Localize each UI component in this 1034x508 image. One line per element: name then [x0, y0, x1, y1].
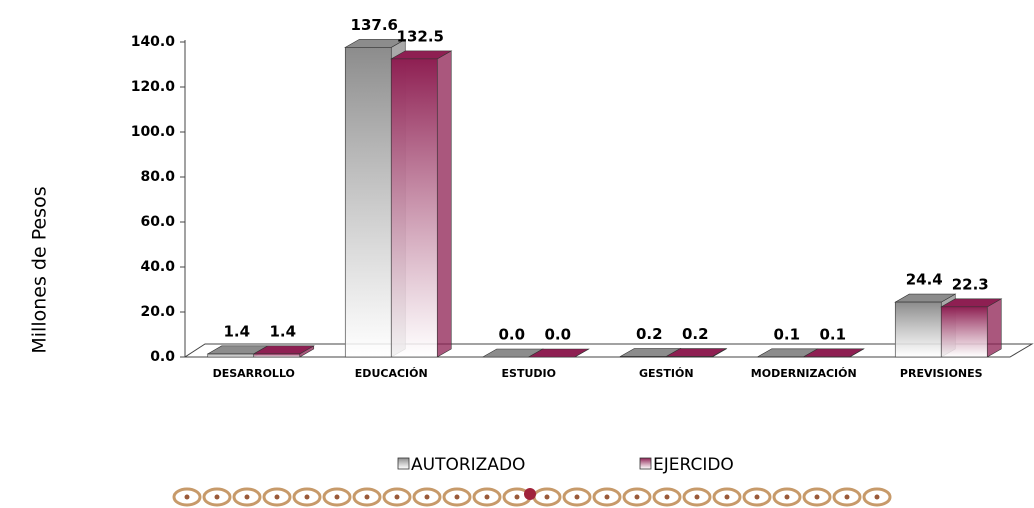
- ornament: [394, 494, 400, 500]
- y-tick-label: 40.0: [140, 259, 175, 275]
- value-label: 0.1: [819, 325, 846, 343]
- value-label: 0.1: [773, 325, 800, 343]
- ornament: [232, 487, 262, 507]
- bar: [253, 353, 301, 358]
- ornament: [442, 487, 472, 507]
- bar-side: [436, 50, 452, 358]
- ornament: [292, 487, 322, 507]
- ornament: [694, 494, 700, 500]
- y-axis-label: Millones de Pesos: [29, 186, 51, 353]
- ornament: [322, 487, 352, 507]
- legend-label: EJERCIDO: [653, 455, 734, 475]
- ornament: [802, 487, 832, 507]
- ornament: [304, 494, 310, 500]
- ornament: [712, 487, 742, 507]
- bar-side: [986, 298, 1002, 358]
- y-tick-label: 60.0: [140, 214, 175, 230]
- ornament: [772, 487, 802, 507]
- legend-label: AUTORIZADO: [411, 455, 525, 475]
- ornament: [784, 494, 790, 500]
- ornament: [862, 487, 892, 507]
- ornament: [604, 494, 610, 500]
- ornament: [544, 494, 550, 500]
- ornament: [214, 494, 220, 500]
- y-tick-label: 100.0: [131, 124, 176, 140]
- ornament: [454, 494, 460, 500]
- ornament: [364, 494, 370, 500]
- value-label: 132.5: [397, 27, 444, 45]
- x-tick-label: DESARROLLO: [213, 367, 295, 380]
- ornament: [724, 494, 730, 500]
- value-label: 0.2: [636, 325, 663, 343]
- y-tick-label: 0.0: [150, 349, 175, 365]
- ornament: [514, 494, 520, 500]
- ornament: [244, 494, 250, 500]
- x-tick-label: EDUCACIÓN: [355, 367, 428, 380]
- y-tick-label: 140.0: [131, 34, 176, 50]
- y-tick-label: 120.0: [131, 79, 176, 95]
- value-label: 1.4: [269, 322, 296, 340]
- ornament: [742, 487, 772, 507]
- ornament: [754, 494, 760, 500]
- bar-top: [527, 348, 590, 358]
- value-label: 137.6: [351, 16, 398, 34]
- y-tick-label: 20.0: [140, 304, 175, 320]
- ornament: [202, 487, 232, 507]
- value-label: 0.0: [544, 326, 571, 344]
- ornament: [664, 494, 670, 500]
- ornament: [382, 487, 412, 507]
- ornament: [184, 494, 190, 500]
- ornament: [682, 487, 712, 507]
- x-tick-label: PREVISIONES: [900, 367, 983, 380]
- value-label: 0.0: [498, 326, 525, 344]
- ornament: [334, 494, 340, 500]
- ornament-center: [524, 488, 536, 500]
- ornament: [574, 494, 580, 500]
- ornament: [634, 494, 640, 500]
- ornament: [562, 487, 592, 507]
- bar: [940, 306, 988, 358]
- ornament: [274, 494, 280, 500]
- value-label: 0.2: [682, 325, 709, 343]
- x-tick-label: MODERNIZACIÓN: [751, 367, 857, 380]
- ornament: [352, 487, 382, 507]
- ornament: [484, 494, 490, 500]
- ornament: [874, 494, 880, 500]
- bar: [207, 353, 255, 358]
- value-label: 22.3: [952, 275, 989, 293]
- ornament: [172, 487, 202, 507]
- ornament-border: [172, 487, 892, 507]
- ornament: [844, 494, 850, 500]
- ornament: [424, 494, 430, 500]
- value-label: 24.4: [906, 271, 943, 289]
- ornament: [622, 487, 652, 507]
- ornament: [262, 487, 292, 507]
- bar: [344, 47, 392, 358]
- ornament: [832, 487, 862, 507]
- ornament: [472, 487, 502, 507]
- legend-swatch: [397, 457, 410, 470]
- legend-swatch: [639, 457, 652, 470]
- x-tick-label: GESTIÓN: [639, 367, 694, 380]
- bar: [390, 58, 438, 358]
- bar: [894, 301, 942, 358]
- ornament: [814, 494, 820, 500]
- ornament: [412, 487, 442, 507]
- value-label: 1.4: [223, 322, 250, 340]
- ornament: [652, 487, 682, 507]
- x-tick-label: ESTUDIO: [502, 367, 556, 380]
- y-tick-label: 80.0: [140, 169, 175, 185]
- ornament: [592, 487, 622, 507]
